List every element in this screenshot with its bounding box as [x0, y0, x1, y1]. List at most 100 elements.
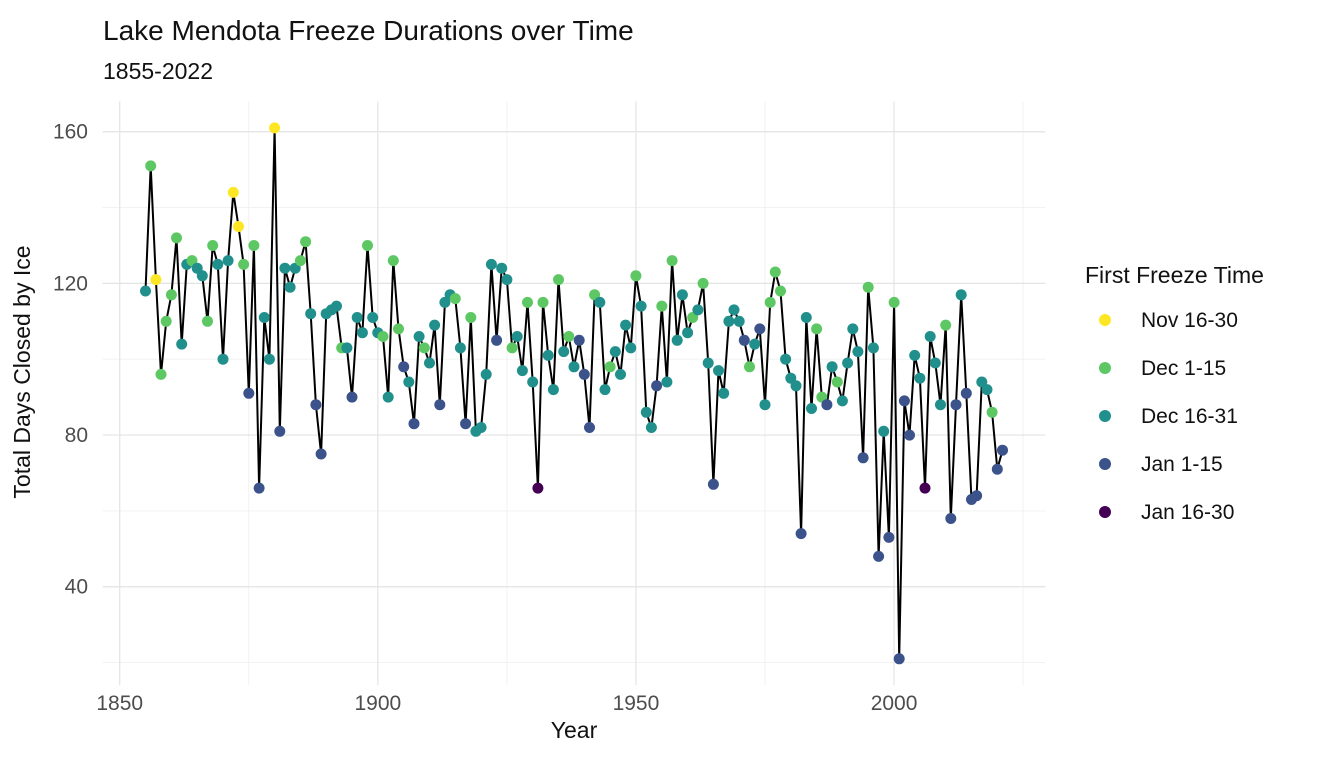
data-point — [485, 258, 497, 270]
data-point — [981, 384, 993, 396]
legend-item: Jan 16-30 — [1099, 501, 1234, 524]
data-point — [862, 281, 874, 293]
data-point — [217, 353, 229, 365]
data-point — [424, 357, 435, 369]
data-point — [542, 349, 554, 361]
data-point — [878, 425, 890, 437]
data-point — [506, 342, 518, 354]
data-point — [532, 482, 544, 494]
data-point — [222, 255, 234, 267]
data-point — [702, 357, 714, 369]
x-axis-title: Year — [551, 717, 598, 743]
legend-item-label: Jan 1-15 — [1141, 453, 1223, 476]
data-point — [666, 255, 678, 267]
data-point — [671, 334, 683, 346]
data-point — [764, 296, 776, 308]
data-point — [558, 346, 570, 358]
data-point — [553, 274, 564, 286]
data-point — [563, 331, 575, 342]
data-point — [279, 262, 291, 274]
data-point — [676, 289, 688, 301]
data-point — [212, 258, 224, 270]
legend-item-label: Jan 16-30 — [1141, 501, 1234, 524]
data-point — [408, 418, 420, 430]
data-point — [578, 368, 590, 380]
data-point — [573, 334, 585, 346]
legend-swatch — [1099, 314, 1111, 326]
data-point — [547, 384, 559, 396]
data-point — [501, 274, 513, 286]
data-point — [393, 323, 404, 335]
data-point — [661, 376, 673, 388]
data-point — [377, 331, 389, 342]
y-tick-label: 40 — [65, 576, 88, 599]
data-point — [707, 478, 719, 490]
data-point — [821, 399, 833, 411]
data-point — [238, 258, 250, 270]
data-point — [780, 353, 792, 365]
data-point — [584, 422, 595, 433]
data-point — [367, 312, 379, 323]
data-point — [480, 368, 492, 380]
data-point — [491, 334, 503, 346]
data-point — [171, 232, 182, 244]
data-point — [749, 338, 761, 350]
data-point — [202, 315, 213, 327]
legend-item: Dec 16-31 — [1099, 405, 1238, 428]
x-tick-label: 1850 — [96, 692, 143, 715]
data-point — [795, 528, 807, 540]
data-point — [511, 331, 523, 342]
data-point — [362, 240, 373, 251]
data-point — [919, 482, 931, 494]
x-axis-tick-labels: 1850 1900 1950 2000 — [96, 692, 917, 715]
data-point — [176, 338, 188, 350]
data-point — [356, 327, 368, 339]
data-point — [475, 422, 487, 433]
data-point — [775, 285, 786, 297]
data-point — [790, 380, 802, 392]
data-point — [609, 346, 621, 358]
data-point — [315, 448, 327, 460]
legend-swatch — [1099, 410, 1111, 422]
data-point — [898, 395, 910, 407]
minor-gridlines — [102, 101, 1046, 686]
chart-subtitle: 1855-2022 — [103, 58, 213, 84]
data-point — [294, 255, 306, 267]
data-point — [806, 403, 817, 414]
data-point — [418, 342, 430, 354]
data-point — [145, 160, 157, 172]
data-point — [341, 342, 353, 354]
data-point — [713, 365, 724, 377]
data-point — [160, 315, 172, 327]
data-point — [258, 312, 270, 323]
data-point — [811, 323, 823, 335]
data-point — [248, 240, 260, 251]
data-point — [914, 372, 926, 384]
data-point — [847, 323, 859, 335]
data-point — [165, 289, 177, 301]
y-axis-tick-labels: 40 80 120 160 — [53, 121, 88, 599]
data-point — [697, 277, 709, 289]
data-point — [893, 653, 905, 665]
legend-item: Dec 1-15 — [1099, 357, 1226, 380]
data-point — [940, 319, 952, 331]
legend-swatch — [1099, 362, 1111, 374]
data-point — [253, 482, 265, 494]
legend-item-label: Nov 16-30 — [1141, 309, 1238, 332]
data-point — [346, 391, 358, 403]
data-point — [692, 304, 704, 316]
data-point — [867, 342, 879, 354]
data-point — [620, 319, 632, 331]
data-point — [599, 384, 611, 396]
data-point — [207, 240, 219, 251]
legend-swatch — [1099, 506, 1111, 518]
data-point — [460, 418, 472, 430]
data-point — [403, 376, 415, 388]
legend-item: Nov 16-30 — [1099, 309, 1238, 332]
data-point — [950, 399, 962, 411]
data-point — [873, 550, 885, 562]
y-tick-label: 120 — [53, 272, 88, 295]
data-point — [738, 334, 750, 346]
legend-title: First Freeze Time — [1085, 262, 1264, 288]
data-point — [594, 296, 606, 308]
